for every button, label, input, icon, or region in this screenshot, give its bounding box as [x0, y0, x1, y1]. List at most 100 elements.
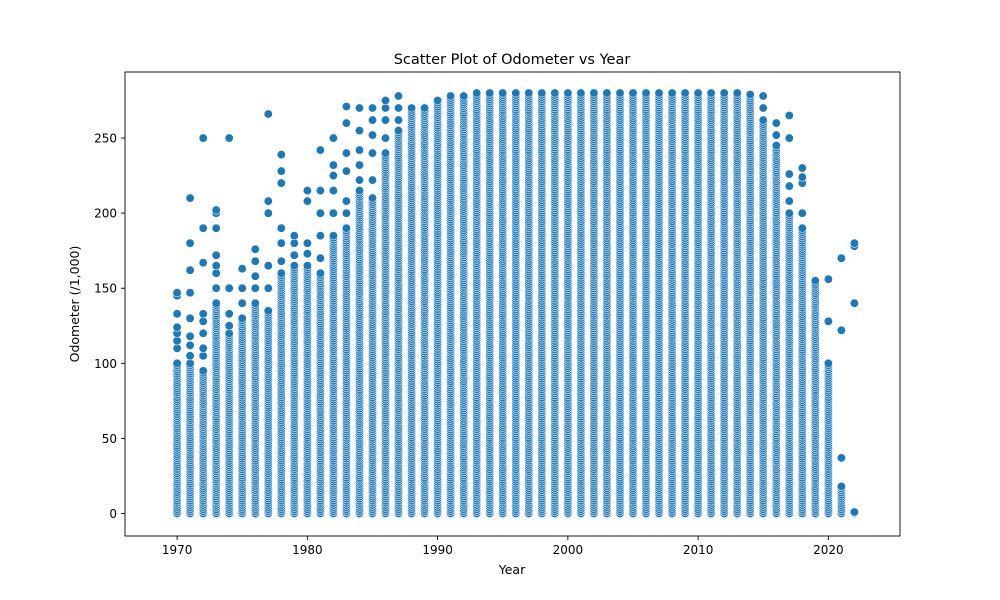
data-point: [368, 175, 377, 185]
data-point: [198, 316, 208, 326]
data-point: [315, 268, 325, 278]
data-point: [341, 148, 351, 158]
data-point: [185, 351, 195, 361]
data-point: [198, 258, 208, 268]
data-point: [381, 115, 390, 125]
data-point: [224, 321, 234, 331]
data-point: [185, 238, 195, 248]
data-point: [420, 103, 430, 113]
data-point: [198, 351, 208, 361]
data-point: [302, 186, 312, 196]
data-point: [563, 88, 573, 98]
data-point: [263, 208, 273, 218]
data-point: [263, 261, 273, 271]
data-point: [576, 88, 586, 98]
data-point: [263, 196, 273, 206]
data-point: [315, 208, 325, 218]
data-point: [276, 256, 286, 266]
data-point: [263, 283, 273, 293]
data-point: [211, 205, 221, 215]
data-point: [250, 271, 260, 281]
data-point: [328, 186, 338, 196]
data-point: [237, 264, 247, 274]
data-point: [355, 160, 364, 170]
data-point: [276, 238, 286, 248]
data-point: [276, 223, 286, 233]
data-point: [381, 96, 390, 105]
data-point: [198, 223, 208, 233]
data-point: [315, 145, 325, 155]
data-point: [185, 331, 195, 341]
data-point: [185, 340, 195, 350]
data-point: [341, 223, 351, 233]
data-point: [355, 186, 364, 196]
data-point: [381, 133, 390, 143]
points-layer: [172, 88, 859, 518]
data-point: [407, 103, 417, 113]
data-point: [341, 196, 351, 206]
data-point: [289, 261, 299, 271]
data-point: [302, 196, 312, 206]
data-point: [537, 88, 547, 98]
data-point: [433, 96, 443, 105]
data-point: [498, 88, 508, 98]
data-point: [485, 88, 495, 98]
data-point: [172, 343, 182, 353]
data-point: [355, 175, 364, 185]
data-point: [263, 109, 273, 119]
data-point: [368, 193, 377, 203]
data-point: [381, 103, 390, 113]
data-point: [302, 261, 312, 271]
data-point: [172, 322, 182, 332]
data-point: [368, 130, 377, 140]
data-point: [524, 88, 534, 98]
data-point: [172, 288, 182, 298]
data-point: [289, 250, 299, 260]
data-point: [185, 193, 195, 203]
data-point: [250, 298, 260, 308]
data-point: [315, 231, 325, 241]
data-point: [198, 133, 208, 143]
data-point: [511, 88, 521, 98]
data-point: [341, 208, 351, 218]
data-point: [341, 118, 351, 128]
data-point: [276, 268, 286, 278]
data-point: [211, 268, 221, 278]
data-point: [185, 265, 195, 275]
data-point: [381, 148, 390, 158]
data-point: [172, 336, 182, 346]
data-point: [276, 178, 286, 188]
data-point: [185, 313, 195, 323]
data-point: [250, 283, 260, 293]
data-point: [328, 231, 338, 241]
data-point: [198, 343, 208, 353]
data-point: [394, 91, 403, 101]
data-point: [302, 249, 312, 259]
data-point: [355, 126, 364, 136]
data-point: [328, 208, 338, 218]
data-point: [289, 238, 299, 248]
data-point: [394, 115, 403, 125]
data-point: [302, 238, 312, 248]
data-point: [172, 309, 182, 319]
data-point: [198, 309, 208, 319]
data-point: [185, 358, 195, 368]
data-point: [355, 103, 364, 113]
data-point: [315, 253, 325, 263]
data-point: [224, 328, 234, 338]
data-point: [472, 88, 482, 98]
data-point: [211, 298, 221, 308]
data-point: [550, 88, 560, 98]
data-point: [368, 148, 377, 158]
data-point: [276, 150, 286, 160]
data-point: [368, 115, 377, 125]
data-point: [237, 283, 247, 293]
data-point: [211, 223, 221, 233]
data-point: [172, 358, 182, 368]
data-point: [289, 231, 299, 241]
data-point: [368, 103, 377, 113]
data-point: [211, 283, 221, 293]
data-point: [237, 298, 247, 308]
data-point: [250, 244, 260, 254]
